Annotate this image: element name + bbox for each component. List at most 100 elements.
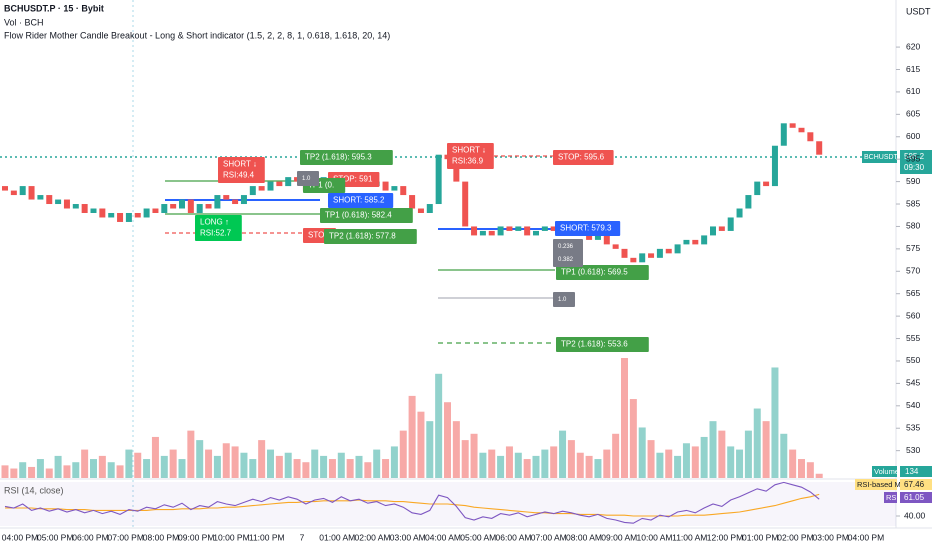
- volume-bar: [771, 367, 779, 478]
- volume-bar: [656, 452, 664, 478]
- candle-body: [630, 257, 637, 263]
- volume-bar: [293, 459, 301, 478]
- volume-bar: [151, 436, 159, 478]
- rsi-value: 61.05: [904, 493, 925, 502]
- annotation-text: TP1 (0.618): 569.5: [561, 268, 628, 277]
- volume-bar: [116, 465, 124, 478]
- rsi-ma-value: 67.46: [904, 480, 925, 489]
- annotation: TP2 (1.618): 595.3: [300, 150, 393, 165]
- candle-body: [754, 181, 761, 196]
- x-tick-label: 02:00 PM: [777, 532, 813, 542]
- volume-bar: [45, 468, 53, 478]
- x-tick-label: 03:00 AM: [390, 532, 426, 542]
- volume-bar: [665, 449, 673, 478]
- annotation-text: 0.236: [558, 244, 574, 250]
- y-tick-label: 590: [906, 176, 920, 186]
- rsi-tick-label: 40.00: [904, 510, 926, 520]
- volume-bar: [107, 462, 115, 478]
- volume-bar: [36, 459, 44, 478]
- x-tick-label: 01:00 PM: [742, 532, 778, 542]
- volume-bar: [302, 462, 310, 478]
- price-tag-text: 595.2: [904, 152, 925, 161]
- y-tick-label: 545: [906, 378, 920, 388]
- volume-bar: [559, 430, 567, 478]
- volume-bar: [160, 455, 168, 478]
- candle-body: [117, 212, 124, 222]
- x-tick-label: 04:00 PM: [2, 532, 38, 542]
- candle-body: [232, 199, 239, 205]
- candle-body: [533, 230, 539, 236]
- annotation: TP1 (0.618): 569.5: [556, 265, 649, 280]
- candle-body: [586, 235, 593, 240]
- right-labels: BCHUSDT.P 595.2 09:30 Volume 134 RSI-bas…: [855, 150, 932, 503]
- candle-body: [718, 226, 725, 231]
- volume-bar: [603, 449, 611, 478]
- candle-body: [382, 181, 389, 191]
- volume-bar: [523, 459, 531, 478]
- volume-name: Volume: [874, 467, 899, 476]
- candle-body: [108, 212, 115, 218]
- candle-body: [19, 186, 26, 196]
- annotation: 0.382: [553, 252, 583, 267]
- annotation-text: TP1 (0.: [308, 181, 334, 190]
- candle-body: [603, 235, 610, 245]
- annotation-box: [556, 337, 649, 352]
- volume-bar: [275, 455, 283, 478]
- volume-bar: [19, 462, 27, 478]
- annotation: STOP: 595.6: [553, 150, 614, 165]
- candle-body: [594, 235, 601, 240]
- annotation-text: RSI:52.7: [200, 229, 232, 238]
- candle-body: [462, 181, 469, 227]
- y-tick-label: 620: [906, 41, 920, 51]
- candle-body: [72, 204, 79, 209]
- volume-bar: [638, 427, 646, 478]
- volume-bar: [205, 449, 213, 478]
- annotation-box: [556, 265, 649, 280]
- volume-bar: [461, 440, 469, 478]
- volume-bar: [674, 455, 682, 478]
- candle-body: [515, 226, 522, 231]
- annotation-text: TP1 (0.618): 582.4: [325, 211, 392, 220]
- volume-bar: [258, 440, 266, 478]
- candle-body: [10, 190, 17, 196]
- x-tick-label: 10:00 PM: [213, 532, 249, 542]
- annotation: SHORT ↓ RSI:49.4: [218, 157, 265, 183]
- volume-bar: [567, 440, 575, 478]
- volume-bar: [98, 455, 106, 478]
- volume-bar: [815, 473, 823, 478]
- volume-bar: [452, 421, 460, 478]
- candle-body: [205, 204, 212, 209]
- candle-body: [771, 145, 778, 187]
- x-tick-label: 03:00 PM: [813, 532, 849, 542]
- annotation: SHORT ↓ RSI:36.9: [447, 143, 494, 169]
- volume-value-tag: [900, 466, 932, 477]
- y-tick-label: 550: [906, 355, 920, 365]
- y-tick-label: 595: [906, 153, 920, 163]
- volume-bar: [231, 446, 239, 478]
- annotation-box: [297, 171, 319, 186]
- x-tick-label: 07:00 PM: [108, 532, 144, 542]
- x-tick-label: 01:00 AM: [319, 532, 355, 542]
- candle-body: [798, 127, 805, 133]
- x-tick-label: 10:00 AM: [637, 532, 673, 542]
- volume-bar: [550, 446, 558, 478]
- volume-bar: [647, 440, 655, 478]
- volume-bar: [497, 455, 505, 478]
- x-tick-label: 06:00 PM: [72, 532, 108, 542]
- candle-body: [179, 199, 185, 209]
- volume-bar: [178, 459, 186, 478]
- volume-bar: [612, 433, 620, 478]
- volume-bar: [727, 446, 735, 478]
- candle-body: [417, 208, 424, 213]
- annotation-text: SHORT ↓: [452, 146, 486, 155]
- volume-bar: [267, 449, 274, 478]
- candle-body: [285, 177, 292, 187]
- volume-bar: [408, 395, 416, 478]
- annotation: 1.0: [297, 171, 319, 186]
- x-tick-label: 05:00 AM: [460, 532, 496, 542]
- x-tick-label: 08:00 PM: [143, 532, 179, 542]
- y-tick-label: 530: [906, 445, 920, 455]
- volume-bar: [435, 373, 443, 478]
- candle-body: [453, 159, 460, 182]
